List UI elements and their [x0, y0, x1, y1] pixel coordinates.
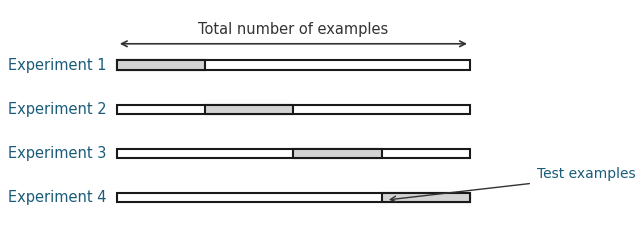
Text: Test examples: Test examples [537, 167, 636, 181]
Bar [117, 149, 470, 158]
Text: Total number of examples: Total number of examples [198, 22, 389, 37]
Text: Experiment 3: Experiment 3 [8, 146, 107, 161]
Bar [117, 193, 470, 202]
Text: Experiment 1: Experiment 1 [8, 58, 107, 72]
Bar [293, 149, 382, 158]
Bar [117, 61, 205, 70]
Bar [205, 105, 293, 114]
Bar [117, 61, 470, 70]
Text: Experiment 4: Experiment 4 [8, 190, 107, 205]
Bar [382, 193, 470, 202]
Text: Experiment 2: Experiment 2 [8, 102, 107, 117]
Bar [117, 105, 470, 114]
